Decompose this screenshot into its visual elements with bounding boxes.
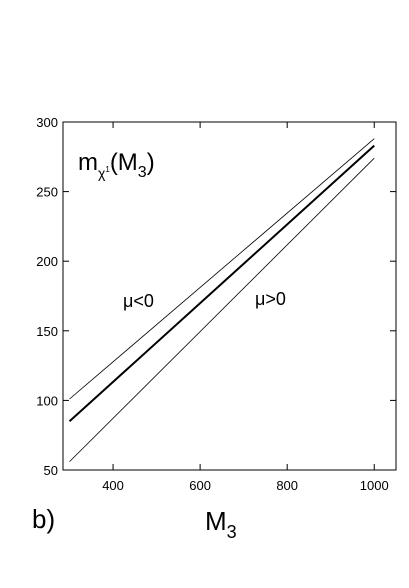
y-tick-label: 50: [44, 463, 58, 478]
y-tick-label: 250: [36, 185, 58, 200]
x-label-part: 3: [227, 522, 237, 542]
x-tick-label: 1000: [360, 478, 389, 493]
series-line: [69, 138, 375, 400]
title-part: ): [147, 149, 155, 176]
annotation: μ>0: [255, 289, 286, 309]
y-tick-label: 150: [36, 324, 58, 339]
panel-label: b): [32, 504, 55, 534]
plot-frame: [62, 121, 397, 471]
x-axis-label: M3: [205, 506, 237, 542]
title-part: 1: [105, 165, 110, 174]
series-line: [69, 157, 375, 462]
x-tick-label: 600: [189, 478, 211, 493]
y-tick-label: 200: [36, 254, 58, 269]
title-part: χ: [98, 165, 106, 181]
series-line: [68, 144, 375, 423]
x-label-part: M: [205, 506, 227, 536]
y-tick-label: 300: [36, 115, 58, 130]
chart-title: mχ1(M3): [78, 149, 155, 181]
x-tick-label: 400: [102, 478, 124, 493]
x-tick-label: 800: [276, 478, 298, 493]
title-part: (M: [110, 149, 138, 176]
title-part: 3: [138, 164, 147, 181]
title-part: m: [78, 149, 98, 176]
y-tick-label: 100: [36, 393, 58, 408]
annotation: μ<0: [123, 291, 154, 311]
